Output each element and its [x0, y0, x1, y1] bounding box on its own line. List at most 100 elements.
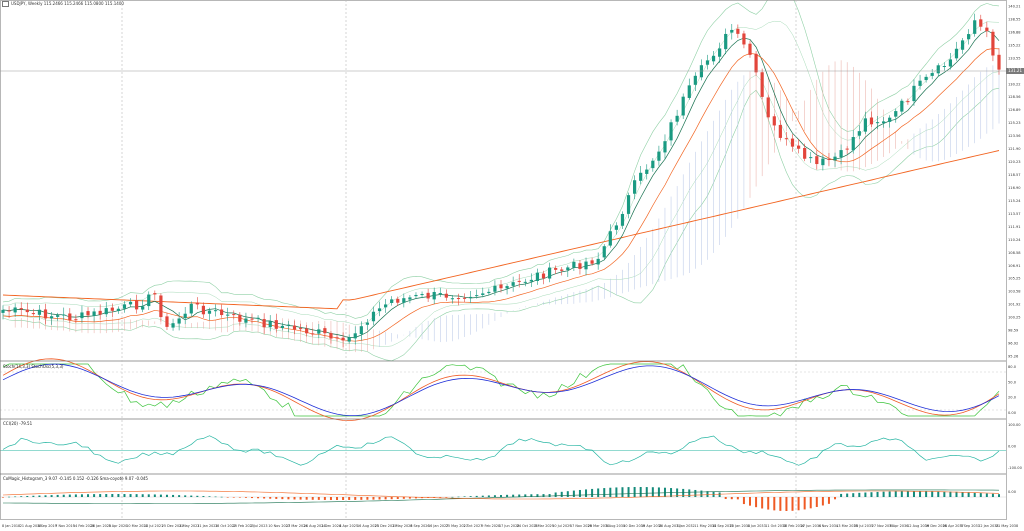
histogram-bar [536, 494, 539, 497]
histogram-bar [639, 487, 642, 497]
time-axis-label: 8 Sep 2026 [410, 524, 429, 528]
candle-body [323, 328, 327, 334]
candle-body [912, 85, 916, 102]
histogram-bar [900, 491, 903, 497]
histogram-bar [718, 492, 721, 497]
histogram-bar [645, 487, 648, 497]
histogram-bar [366, 497, 369, 500]
current-price-tag: 131.21 [1006, 68, 1024, 74]
histogram-bar [803, 497, 806, 510]
histogram-bar [627, 487, 630, 497]
histogram-bar [299, 497, 302, 500]
candle-body [171, 323, 175, 328]
candle-body [408, 297, 412, 300]
candle-body [201, 305, 206, 315]
histogram-bar [554, 492, 557, 497]
histogram-bar [882, 491, 885, 497]
stoch-pane-label: Stoch(14,3,3) StochOsc(5,3,3) [3, 364, 64, 369]
time-axis-label: 2 Oct 2027 [464, 524, 483, 528]
histogram-bar [572, 490, 575, 497]
price-axis-label: 133.55 [1008, 56, 1021, 60]
time-axis-label: 25 Feb 2023 [233, 524, 254, 528]
cci-pane-label: CCI(20) -79.51 [3, 421, 33, 426]
price-axis-label: 95.26 [1008, 355, 1019, 359]
candle-body [620, 213, 625, 226]
histogram-bar [694, 489, 697, 497]
stochastic-pane[interactable] [0, 358, 1006, 422]
histogram-bar [621, 487, 624, 497]
time-axis-label: 4 Nov 2034 [819, 524, 839, 528]
histogram-bar [767, 497, 770, 510]
candle-body [49, 316, 54, 319]
histogram-bar [688, 489, 691, 497]
candle-body [997, 54, 1001, 70]
time-axis-label: 8 Sep 2019 [38, 524, 57, 528]
histogram-bar [876, 491, 879, 497]
stoch-level-label: 50.0 [1008, 380, 1017, 384]
candle-body [711, 55, 716, 62]
histogram-bar [20, 496, 23, 497]
candle-body [687, 85, 691, 98]
candle-body [280, 325, 284, 329]
histogram-bar [706, 491, 709, 497]
candle-body [590, 260, 594, 264]
candle-body [268, 321, 272, 328]
candle-body [547, 267, 552, 279]
histogram-bar [979, 493, 982, 497]
candle-body [329, 333, 333, 339]
time-axis-label: 11 Oct 2033 [765, 524, 786, 528]
histogram-pane[interactable] [0, 487, 1006, 511]
cci-line [2, 435, 1000, 466]
histogram-bar [815, 497, 818, 507]
candle-body [377, 308, 382, 312]
candle-body [371, 311, 376, 322]
time-axis-label: 10 Nov 2023 [268, 524, 290, 528]
candle-body [244, 318, 248, 323]
time-axis-label: 17 Nov 2029 [570, 524, 592, 528]
time-axis-label: 23 Dec 2025 [375, 524, 397, 528]
bollinger-upper [2, 0, 1000, 319]
candle-body [183, 313, 187, 319]
time-axis-label: 10 Dec 2030 [623, 524, 645, 528]
time-axis-label: 18 Jul 2021 [144, 524, 163, 528]
histogram-bar [451, 496, 454, 498]
candle-body [900, 100, 904, 112]
price-axis-label: 108.58 [1008, 251, 1021, 255]
histogram-bar [372, 497, 375, 500]
candle-body [948, 59, 953, 67]
candle-body [602, 246, 606, 258]
candle-body [869, 117, 874, 125]
price-axis-label: 120.23 [1008, 160, 1021, 164]
candle-body [572, 261, 576, 268]
time-axis-label: 2 Jul 2023 [251, 524, 268, 528]
candle-body [851, 137, 855, 151]
candle-body [432, 291, 436, 300]
time-axis-label: 16 Jan 2027 [428, 524, 448, 528]
price-axis-label: 101.92 [1008, 303, 1021, 307]
time-axis-label: 17 Mar 2024 [286, 524, 308, 528]
candle-body [213, 310, 218, 312]
candle-body [165, 316, 169, 327]
histogram-bar [378, 497, 381, 500]
candle-body [402, 298, 406, 303]
histogram-bar [129, 494, 132, 497]
price-pane[interactable] [1, 0, 1001, 362]
candle-body [159, 295, 163, 318]
candle-body [651, 160, 655, 169]
candle-body [116, 308, 120, 312]
chart-title: USDJPY, Weekly 115.2466 115.2466 115.080… [2, 1, 124, 7]
candle-body [827, 158, 831, 160]
candle-body [979, 19, 983, 27]
cci-pane[interactable] [0, 435, 1006, 466]
histogram-bar [809, 497, 812, 509]
histogram-bar [281, 497, 284, 500]
time-axis-label: 21 May 2038 [996, 524, 1018, 528]
histogram-bar [578, 489, 581, 497]
histogram-bar [317, 497, 320, 500]
candle-body [511, 282, 515, 286]
histogram-bar [846, 493, 849, 497]
time-axis-label: 27 Jun 2034 [801, 524, 821, 528]
histogram-bar [408, 497, 411, 499]
stoch-main-line [2, 363, 1000, 416]
